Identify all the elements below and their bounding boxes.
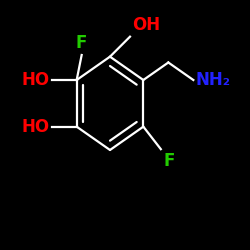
Text: NH₂: NH₂: [196, 71, 231, 89]
Text: F: F: [76, 34, 87, 52]
Text: HO: HO: [21, 71, 49, 89]
Text: OH: OH: [132, 16, 160, 34]
Text: F: F: [163, 152, 175, 170]
Text: HO: HO: [21, 118, 49, 136]
